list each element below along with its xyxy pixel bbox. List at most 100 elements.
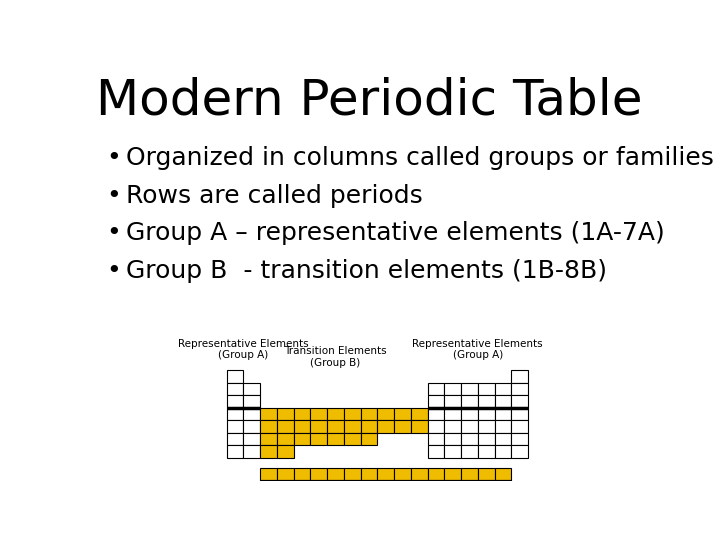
Bar bbox=[495, 383, 511, 395]
Bar bbox=[444, 480, 461, 492]
Bar bbox=[394, 480, 411, 492]
Bar bbox=[511, 408, 528, 420]
Bar bbox=[361, 468, 377, 480]
Bar bbox=[394, 420, 411, 433]
Bar bbox=[377, 468, 394, 480]
Bar bbox=[310, 480, 327, 492]
Bar bbox=[478, 433, 495, 446]
Bar bbox=[243, 446, 260, 458]
Bar bbox=[260, 433, 277, 446]
Bar bbox=[227, 420, 243, 433]
Bar bbox=[243, 408, 260, 420]
Text: •: • bbox=[107, 259, 122, 282]
Bar bbox=[344, 408, 361, 420]
Text: Transition Elements
(Group B): Transition Elements (Group B) bbox=[284, 346, 387, 368]
Bar bbox=[444, 408, 461, 420]
Bar bbox=[277, 480, 294, 492]
Bar bbox=[511, 420, 528, 433]
Bar bbox=[495, 433, 511, 446]
Bar bbox=[260, 408, 277, 420]
Bar bbox=[478, 468, 495, 480]
Bar bbox=[310, 468, 327, 480]
Bar bbox=[461, 383, 478, 395]
Bar bbox=[461, 446, 478, 458]
Text: Organized in columns called groups or families: Organized in columns called groups or fa… bbox=[126, 146, 714, 170]
Bar bbox=[495, 468, 511, 480]
Bar bbox=[461, 420, 478, 433]
Bar bbox=[411, 468, 428, 480]
Bar bbox=[327, 420, 344, 433]
Bar bbox=[260, 446, 277, 458]
Bar bbox=[310, 408, 327, 420]
Text: Group B  - transition elements (1B-8B): Group B - transition elements (1B-8B) bbox=[126, 259, 607, 282]
Bar bbox=[243, 383, 260, 395]
Bar bbox=[428, 468, 444, 480]
Bar bbox=[327, 408, 344, 420]
Bar bbox=[461, 433, 478, 446]
Bar bbox=[344, 420, 361, 433]
Bar bbox=[361, 420, 377, 433]
Bar bbox=[511, 395, 528, 408]
Bar bbox=[227, 370, 243, 383]
Bar bbox=[461, 395, 478, 408]
Bar bbox=[344, 433, 361, 446]
Bar bbox=[428, 420, 444, 433]
Bar bbox=[444, 420, 461, 433]
Bar bbox=[495, 395, 511, 408]
Text: Representative Elements
(Group A): Representative Elements (Group A) bbox=[178, 339, 309, 360]
Text: •: • bbox=[107, 146, 122, 170]
Text: Modern Periodic Table: Modern Periodic Table bbox=[96, 76, 642, 124]
Bar bbox=[277, 468, 294, 480]
Bar bbox=[444, 395, 461, 408]
Bar bbox=[495, 420, 511, 433]
Bar bbox=[277, 408, 294, 420]
Bar bbox=[411, 420, 428, 433]
Bar bbox=[344, 468, 361, 480]
Bar bbox=[478, 408, 495, 420]
Bar bbox=[444, 446, 461, 458]
Bar bbox=[428, 433, 444, 446]
Bar bbox=[478, 395, 495, 408]
Bar bbox=[310, 433, 327, 446]
Bar bbox=[511, 370, 528, 383]
Bar bbox=[361, 408, 377, 420]
Bar bbox=[428, 383, 444, 395]
Bar bbox=[478, 446, 495, 458]
Bar bbox=[277, 420, 294, 433]
Bar bbox=[327, 433, 344, 446]
Bar bbox=[461, 480, 478, 492]
Bar bbox=[227, 408, 243, 420]
Bar bbox=[361, 480, 377, 492]
Bar bbox=[377, 408, 394, 420]
Text: Group A – representative elements (1A-7A): Group A – representative elements (1A-7A… bbox=[126, 221, 665, 245]
Bar bbox=[411, 408, 428, 420]
Bar bbox=[294, 420, 310, 433]
Bar bbox=[511, 446, 528, 458]
Bar bbox=[310, 420, 327, 433]
Bar bbox=[478, 420, 495, 433]
Bar bbox=[227, 395, 243, 408]
Bar bbox=[277, 433, 294, 446]
Bar bbox=[511, 383, 528, 395]
Text: Rows are called periods: Rows are called periods bbox=[126, 184, 423, 208]
Bar bbox=[361, 433, 377, 446]
Bar bbox=[478, 383, 495, 395]
Bar bbox=[260, 480, 277, 492]
Bar bbox=[444, 383, 461, 395]
Bar bbox=[327, 468, 344, 480]
Bar bbox=[227, 433, 243, 446]
Bar bbox=[377, 480, 394, 492]
Bar bbox=[260, 468, 277, 480]
Bar bbox=[294, 408, 310, 420]
Bar bbox=[428, 480, 444, 492]
Bar bbox=[227, 446, 243, 458]
Bar bbox=[243, 420, 260, 433]
Bar bbox=[495, 408, 511, 420]
Bar bbox=[444, 468, 461, 480]
Bar bbox=[411, 480, 428, 492]
Bar bbox=[260, 420, 277, 433]
Bar bbox=[428, 395, 444, 408]
Bar bbox=[428, 408, 444, 420]
Bar bbox=[294, 433, 310, 446]
Text: •: • bbox=[107, 184, 122, 208]
